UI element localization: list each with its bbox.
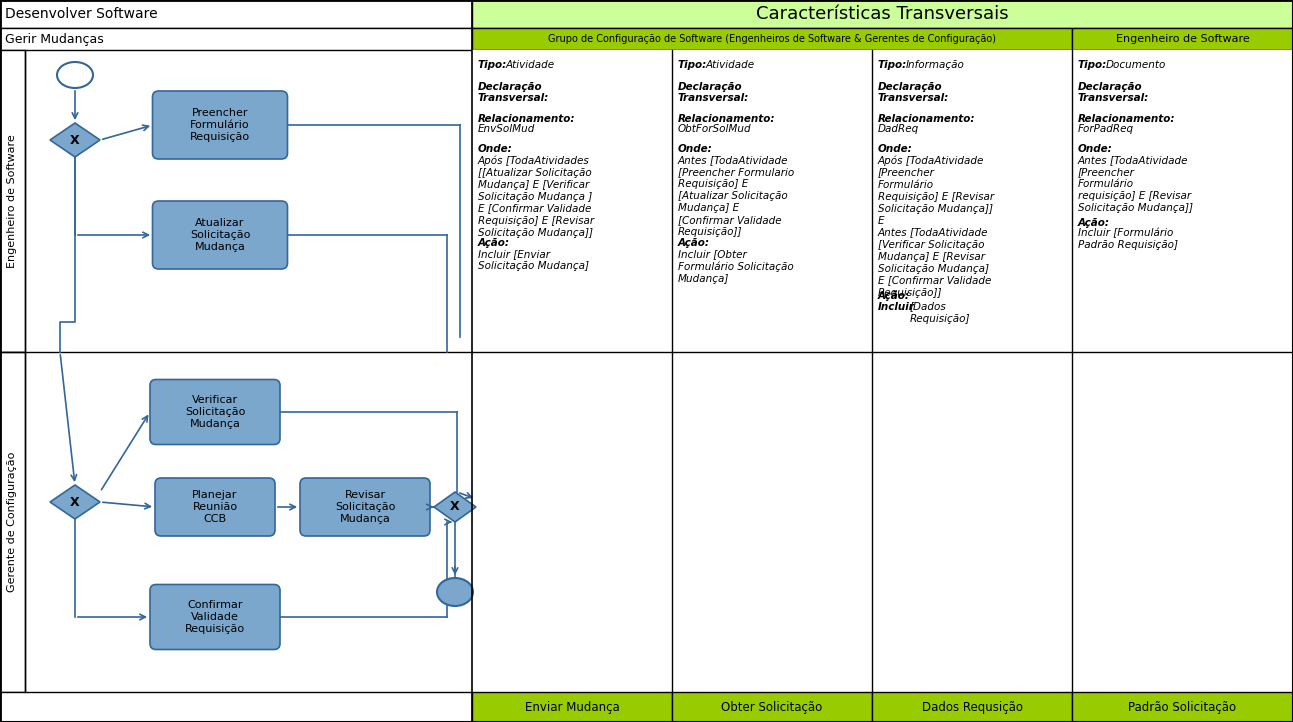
Text: EnvSolMud: EnvSolMud: [478, 124, 535, 134]
Text: Incluir [Enviar
Solicitação Mudança]: Incluir [Enviar Solicitação Mudança]: [478, 249, 590, 271]
Text: Transversal:: Transversal:: [478, 93, 550, 103]
Text: Antes [TodaAtividade
[Preencher Formulario
Requisição] E
[Atualizar Solicitação
: Antes [TodaAtividade [Preencher Formular…: [678, 155, 794, 237]
Text: Documento: Documento: [1106, 60, 1166, 70]
Text: Tipo:: Tipo:: [678, 60, 707, 70]
Text: Verificar
Solicitação
Mudança: Verificar Solicitação Mudança: [185, 396, 246, 429]
Text: Confirmar
Validade
Requisição: Confirmar Validade Requisição: [185, 601, 246, 634]
Text: Ação:: Ação:: [678, 238, 710, 248]
Text: Antes [TodaAtividade
[Preencher
Formulário
requisição] E [Revisar
Solicitação Mu: Antes [TodaAtividade [Preencher Formulár…: [1078, 155, 1193, 213]
Bar: [472, 28, 1072, 50]
Text: Transversal:: Transversal:: [678, 93, 749, 103]
Bar: [0, 352, 25, 692]
Text: Declaração: Declaração: [678, 82, 742, 92]
Text: Atualizar
Solicitação
Mudança: Atualizar Solicitação Mudança: [190, 218, 250, 251]
Text: Gerente de Configuração: Gerente de Configuração: [8, 452, 18, 592]
Text: Revisar
Solicitação
Mudança: Revisar Solicitação Mudança: [335, 490, 396, 523]
Text: Tipo:: Tipo:: [478, 60, 507, 70]
Text: Informação: Informação: [906, 60, 965, 70]
Text: ObtForSolMud: ObtForSolMud: [678, 124, 751, 134]
Text: Relacionamento:: Relacionamento:: [1078, 113, 1175, 123]
Text: [Dados
Requisição]: [Dados Requisição]: [910, 302, 971, 323]
Text: Relacionamento:: Relacionamento:: [878, 113, 975, 123]
Text: Atividade: Atividade: [506, 60, 555, 70]
Text: Ação:: Ação:: [478, 238, 509, 248]
FancyBboxPatch shape: [153, 91, 287, 159]
Bar: [1072, 692, 1293, 722]
Polygon shape: [50, 123, 100, 157]
Bar: [0, 50, 25, 352]
Bar: [871, 50, 1072, 692]
Text: X: X: [70, 495, 80, 508]
Ellipse shape: [57, 62, 93, 88]
Text: DadReq: DadReq: [878, 124, 919, 134]
Bar: [0, 692, 472, 722]
FancyBboxPatch shape: [150, 380, 281, 445]
Text: Após [TodaAtividades
[[Atualizar Solicitação
Mudança] E [Verificar
Solicitação M: Após [TodaAtividades [[Atualizar Solicit…: [478, 155, 593, 238]
Bar: [0, 0, 472, 28]
Text: X: X: [450, 500, 460, 513]
Text: Grupo de Configuração de Software (Engenheiros de Software & Gerentes de Configu: Grupo de Configuração de Software (Engen…: [548, 34, 996, 44]
Bar: [472, 0, 1293, 28]
Text: Características Transversais: Características Transversais: [756, 5, 1009, 23]
Text: Gerir Mudanças: Gerir Mudanças: [5, 32, 103, 45]
Bar: [672, 692, 871, 722]
Text: Após [TodaAtividade
[Preencher
Formulário
Requisição] E [Revisar
Solicitação Mud: Após [TodaAtividade [Preencher Formulári…: [878, 155, 994, 297]
Text: Incluir: Incluir: [878, 302, 915, 311]
Text: Onde:: Onde:: [678, 144, 712, 155]
Text: Onde:: Onde:: [878, 144, 913, 155]
Text: Atividade: Atividade: [706, 60, 755, 70]
FancyBboxPatch shape: [153, 201, 287, 269]
Bar: [672, 50, 871, 692]
FancyBboxPatch shape: [150, 585, 281, 650]
Text: Transversal:: Transversal:: [1078, 93, 1149, 103]
Text: Engenheiro de Software: Engenheiro de Software: [1116, 34, 1249, 44]
FancyBboxPatch shape: [300, 478, 431, 536]
Text: Ação:: Ação:: [1078, 217, 1109, 227]
Text: Padrão Solicitação: Padrão Solicitação: [1129, 700, 1236, 713]
Ellipse shape: [437, 578, 473, 606]
Text: Declaração: Declaração: [478, 82, 543, 92]
FancyBboxPatch shape: [155, 478, 275, 536]
Text: Onde:: Onde:: [478, 144, 513, 155]
Text: Tipo:: Tipo:: [1078, 60, 1107, 70]
Text: Transversal:: Transversal:: [878, 93, 949, 103]
Text: Preencher
Formulário
Requisição: Preencher Formulário Requisição: [190, 108, 250, 142]
Bar: [472, 692, 672, 722]
Text: Incluir [Formulário
Padrão Requisição]: Incluir [Formulário Padrão Requisição]: [1078, 228, 1178, 251]
Text: Relacionamento:: Relacionamento:: [478, 113, 575, 123]
Bar: [1072, 28, 1293, 50]
Bar: [0, 28, 472, 50]
Text: Declaração: Declaração: [1078, 82, 1143, 92]
Text: X: X: [70, 134, 80, 147]
Polygon shape: [50, 485, 100, 519]
Text: Planejar
Reunião
CCB: Planejar Reunião CCB: [193, 490, 238, 523]
Text: ForPadReq: ForPadReq: [1078, 124, 1134, 134]
Polygon shape: [434, 492, 476, 522]
Text: Relacionamento:: Relacionamento:: [678, 113, 776, 123]
Text: Incluir [Obter
Formulário Solicitação
Mudança]: Incluir [Obter Formulário Solicitação Mu…: [678, 249, 794, 284]
Text: Obter Solicitação: Obter Solicitação: [721, 700, 822, 713]
Bar: [472, 50, 672, 692]
Text: Engenheiro de Software: Engenheiro de Software: [8, 134, 18, 268]
Text: Onde:: Onde:: [1078, 144, 1113, 155]
Text: Dados Requsição: Dados Requsição: [922, 700, 1023, 713]
Text: Declaração: Declaração: [878, 82, 943, 92]
Text: Enviar Mudança: Enviar Mudança: [525, 700, 619, 713]
Text: Desenvolver Software: Desenvolver Software: [5, 7, 158, 21]
Bar: [1072, 50, 1293, 692]
Bar: [871, 692, 1072, 722]
Text: Tipo:: Tipo:: [878, 60, 908, 70]
Text: Ação:: Ação:: [878, 291, 910, 301]
